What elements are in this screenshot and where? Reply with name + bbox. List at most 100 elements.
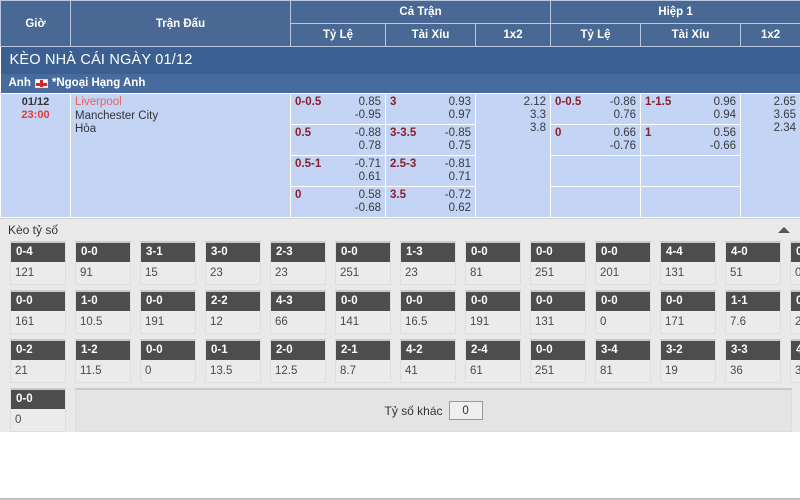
half-rate-cell-empty[interactable]: [550, 186, 642, 218]
handicap-value: 1: [645, 127, 652, 139]
league-bar-row: Anh *Ngoại Hạng Anh: [0, 74, 800, 94]
full-rate-cell[interactable]: 0 0.58 -0.68: [290, 186, 386, 218]
odd-1x2-home: 2.12: [523, 96, 547, 108]
score-option[interactable]: 0-0 191: [465, 290, 521, 334]
score-option[interactable]: 4-4 131: [660, 241, 716, 285]
score-odd-value: 7.6: [730, 316, 746, 328]
full-ou-cell[interactable]: 3.5 -0.72 0.62: [385, 186, 476, 218]
score-option[interactable]: 2-3 23: [270, 241, 326, 285]
score-option[interactable]: 1-2 11.5: [75, 339, 131, 383]
score-odd-value: 23: [210, 267, 223, 279]
score-option[interactable]: 3-0 23: [205, 241, 261, 285]
score-odd-value: 0: [795, 267, 800, 279]
score-option[interactable]: 2-2 12: [205, 290, 261, 334]
score-option[interactable]: 0-2 21: [10, 339, 66, 383]
odd-1x2-home: 2.65: [773, 96, 797, 108]
score-option[interactable]: 0-0 81: [465, 241, 521, 285]
score-chip-label: 2-1: [336, 341, 390, 360]
score-odd-value: 131: [535, 316, 555, 328]
other-score-cell[interactable]: Tỷ số khác 0: [75, 388, 792, 432]
half-ou-cell-empty[interactable]: [640, 155, 742, 187]
score-option[interactable]: 0-1 13.5: [205, 339, 261, 383]
odd-value-a: -0.71: [354, 158, 381, 170]
score-option[interactable]: 4-131: [790, 339, 800, 383]
table-row[interactable]: 0.5-1 -0.71 0.61 2.5-3 -0.81 0.71: [1, 155, 800, 187]
score-panel-header[interactable]: Kèo tỷ số: [0, 219, 800, 241]
table-row[interactable]: 01/12 23:00 Liverpool Manchester City Hò…: [0, 93, 800, 218]
score-option[interactable]: 0-00: [790, 241, 800, 285]
score-option[interactable]: 0-0 131: [530, 290, 586, 334]
full-rate-cell[interactable]: 0.5 -0.88 0.78: [290, 124, 386, 156]
score-option[interactable]: 0-0 201: [595, 241, 651, 285]
score-row: 0-4 121 0-0 91 3-1 15 3-0 23 2-3 23 0-0 251 1-3 23 0-0…: [10, 241, 800, 285]
handicap-value: 0.5: [295, 127, 311, 139]
full-ou-cell[interactable]: 3-3.5 -0.85 0.75: [385, 124, 476, 156]
score-option[interactable]: 2-4 61: [465, 339, 521, 383]
score-chip-label: 1-3: [401, 243, 455, 262]
score-chip-label: 0-0: [791, 243, 800, 262]
score-option[interactable]: 0-0 91: [75, 241, 131, 285]
score-odd-value: 51: [730, 267, 743, 279]
score-option[interactable]: 2-1 8.7: [335, 339, 391, 383]
league-header[interactable]: Anh *Ngoại Hạng Anh: [0, 74, 800, 93]
full-rate-cell[interactable]: 0.5-1 -0.71 0.61: [290, 155, 386, 187]
half-ou-cell[interactable]: 1 0.56 -0.66: [640, 124, 742, 156]
odd-value-a: -0.85: [444, 127, 471, 139]
match-date: 01/12: [21, 96, 50, 108]
score-option[interactable]: 3-3 36: [725, 339, 781, 383]
score-option[interactable]: 0-0 191: [140, 290, 196, 334]
score-odd-value: 16.5: [405, 316, 428, 328]
score-option[interactable]: 2-0 12.5: [270, 339, 326, 383]
score-option[interactable]: 1-1 7.6: [725, 290, 781, 334]
full-ou-cell[interactable]: 3 0.93 0.97: [385, 93, 476, 125]
half-1x2-cell[interactable]: 2.65 3.65 2.34: [740, 93, 800, 218]
score-odd-value: 201: [600, 267, 620, 279]
half-rate-cell[interactable]: 0 0.66 -0.76: [550, 124, 642, 156]
full-1x2-cell[interactable]: 2.12 3.3 3.8: [474, 93, 552, 218]
score-option[interactable]: 3-4 81: [595, 339, 651, 383]
table-row[interactable]: 0 0.58 -0.68 3.5 -0.72 0.62: [1, 186, 800, 218]
other-score-value[interactable]: 0: [448, 401, 483, 420]
score-chip-label: 4-1: [791, 341, 800, 360]
score-option[interactable]: 0-4 121: [10, 241, 66, 285]
score-option[interactable]: 4-3 66: [270, 290, 326, 334]
away-team[interactable]: Manchester City: [75, 109, 159, 122]
score-option[interactable]: 4-2 41: [400, 339, 456, 383]
col-header-full-rate: Tỷ Lệ: [290, 23, 386, 47]
match-kickoff: 23:00: [21, 109, 50, 121]
score-option[interactable]: 0-0 141: [335, 290, 391, 334]
score-option[interactable]: 4-0 51: [725, 241, 781, 285]
odd-1x2-away: 2.34: [773, 122, 797, 134]
score-option[interactable]: 0-0 171: [660, 290, 716, 334]
score-option[interactable]: 1-0 10.5: [75, 290, 131, 334]
full-ou-cell[interactable]: 2.5-3 -0.81 0.71: [385, 155, 476, 187]
score-option[interactable]: 1-3 23: [400, 241, 456, 285]
score-odd-value: 191: [145, 316, 165, 328]
half-ou-cell[interactable]: 1-1.5 0.96 0.94: [640, 93, 742, 125]
score-option[interactable]: 3-1 15: [140, 241, 196, 285]
score-option[interactable]: 0-0 161: [10, 290, 66, 334]
caret-up-icon[interactable]: [778, 227, 790, 233]
half-rate-cell-empty[interactable]: [550, 155, 642, 187]
half-rate-cell[interactable]: 0-0.5 -0.86 0.76: [550, 93, 642, 125]
score-option[interactable]: 0-0 16.5: [400, 290, 456, 334]
score-odd-value: 8.7: [340, 365, 356, 377]
odd-value-b: 0.94: [713, 109, 737, 121]
score-chip-label: 0-0: [466, 243, 520, 262]
col-header-match: Trận Đấu: [70, 0, 291, 47]
full-rate-cell[interactable]: 0-0.5 0.85 -0.95: [290, 93, 386, 125]
score-option[interactable]: 3-2 19: [660, 339, 716, 383]
odd-value-b: -0.95: [354, 109, 381, 121]
league-country: Anh: [8, 77, 31, 89]
score-panel-title: Kèo tỷ số: [8, 223, 59, 237]
score-chip-label: 0-4: [11, 243, 65, 262]
half-ou-cell-empty[interactable]: [640, 186, 742, 218]
home-team[interactable]: Liverpool: [75, 96, 122, 108]
